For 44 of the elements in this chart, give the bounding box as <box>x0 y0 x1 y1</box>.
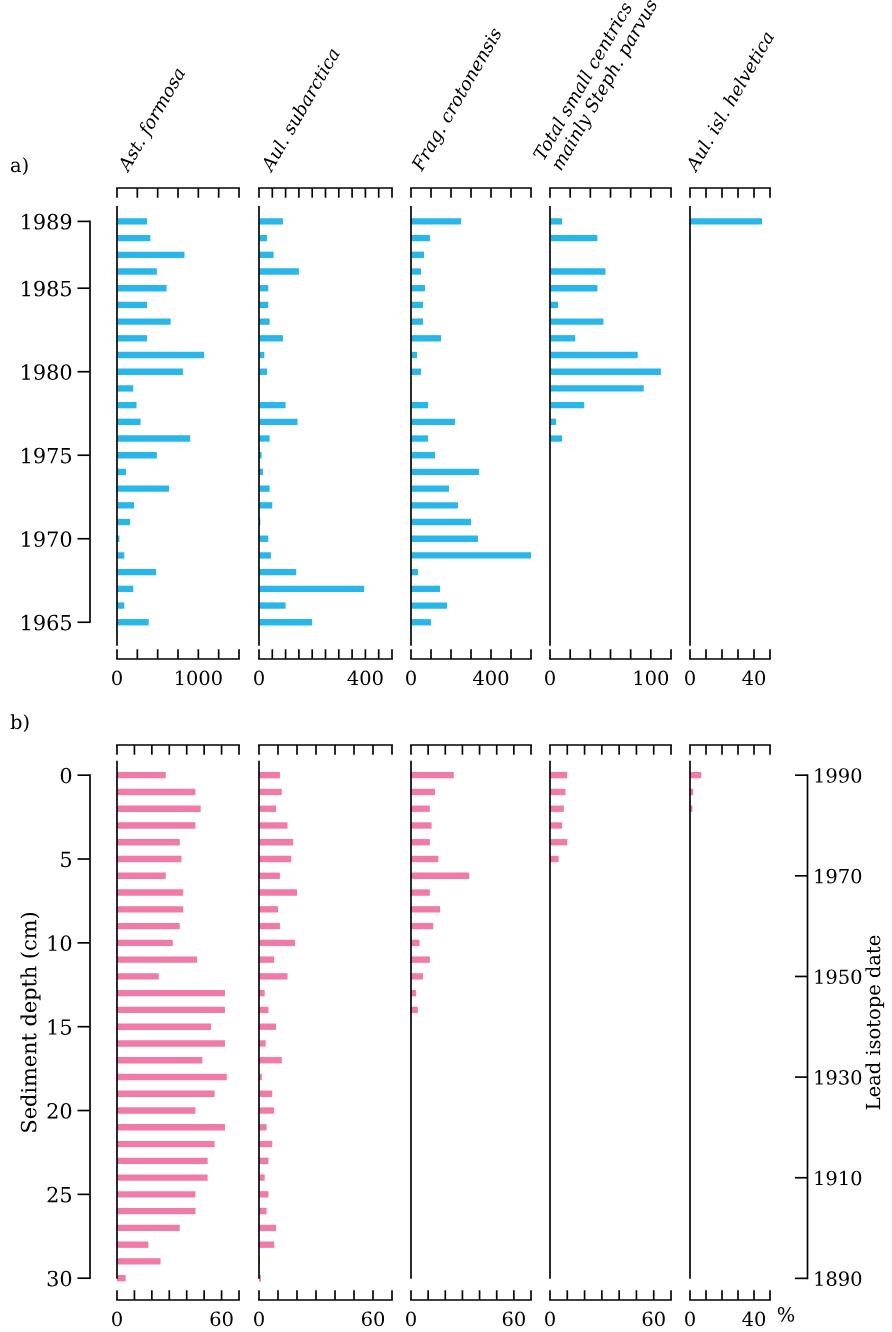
y-tick-label: 1965 <box>22 614 72 631</box>
x-tick-label: 0 <box>406 1311 416 1327</box>
y-axis-title: Sediment depth (cm) <box>20 913 41 1132</box>
y2-tick-label: 1970 <box>815 868 862 884</box>
x-tick-label: 40 <box>742 1311 766 1327</box>
x-tick-label: 0 <box>545 670 555 686</box>
y2-tick-label: 1930 <box>815 1070 862 1085</box>
x-tick-label: 0 <box>254 670 264 686</box>
y-tick-label: 1970 <box>22 531 72 547</box>
x-tick-label: 0 <box>545 1311 555 1327</box>
y-tick-label: 25 <box>47 1186 72 1203</box>
x-tick-label: 0 <box>112 1311 122 1327</box>
y-tick-label: 1985 <box>22 280 72 297</box>
text: b) <box>10 714 29 732</box>
x-tick-label: 60 <box>361 1311 385 1327</box>
text: a) <box>10 157 28 175</box>
x-tick-label: 100 <box>634 670 669 686</box>
x-tick-label: 400 <box>347 670 383 686</box>
x-tick-label: 0 <box>254 1311 264 1327</box>
y-tick-label: 1989 <box>22 213 72 230</box>
x-tick-label: 0 <box>112 670 122 686</box>
x-tick-label: 40 <box>742 670 766 686</box>
x-tick-label: 60 <box>502 1311 525 1327</box>
y-tick-label: 30 <box>47 1270 72 1287</box>
x-tick-label: 400 <box>473 670 509 686</box>
y-tick-label: 20 <box>47 1102 72 1119</box>
y-tick-label: 5 <box>61 851 72 868</box>
y2-tick-label: 1890 <box>815 1271 862 1287</box>
y2-tick-label: 1910 <box>815 1170 862 1186</box>
y2-tick-label: 1950 <box>815 969 862 985</box>
y-tick-label: 15 <box>48 1019 72 1035</box>
x-tick-label: 0 <box>685 1311 695 1327</box>
y2-axis-title: Lead isotope date <box>865 935 885 1110</box>
y-tick-label: 0 <box>60 767 72 784</box>
y2-tick-label: 1990 <box>815 768 862 783</box>
x-tick-label: 1000 <box>175 670 222 686</box>
y-tick-label: 1980 <box>22 364 72 380</box>
x-axis-title: % <box>777 1307 795 1322</box>
x-tick-label: 0 <box>685 670 695 686</box>
y-tick-label: 10 <box>48 935 72 952</box>
x-tick-label: 0 <box>406 670 416 686</box>
y-tick-label: 1975 <box>22 447 72 464</box>
x-tick-label: 60 <box>210 1311 233 1327</box>
x-tick-label: 60 <box>642 1311 665 1327</box>
